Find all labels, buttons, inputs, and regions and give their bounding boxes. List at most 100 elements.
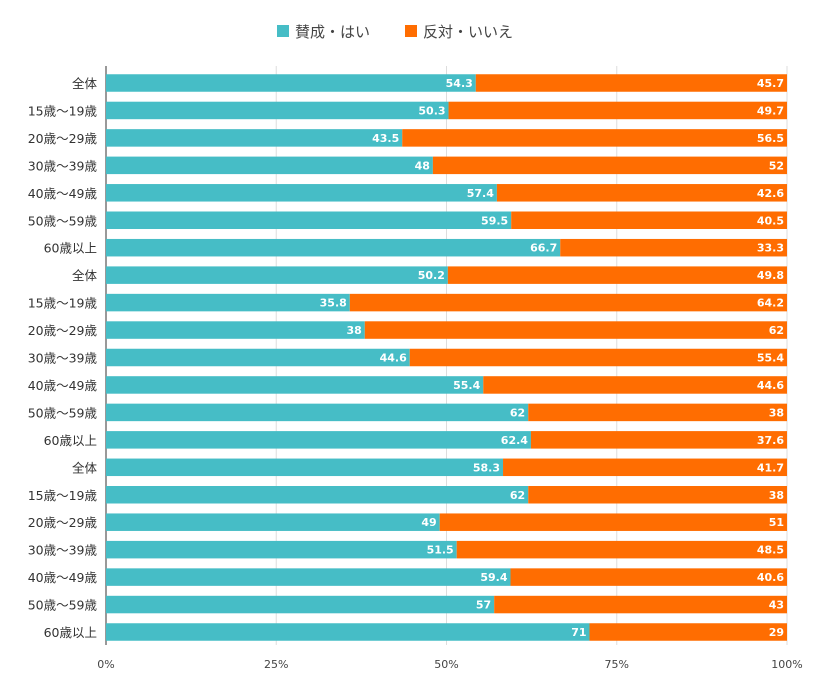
- category-label: 20歳〜29歳: [28, 131, 98, 146]
- category-label: 15歳〜19歳: [28, 296, 98, 311]
- legend-label: 賛成・はい: [295, 23, 370, 41]
- data-label: 38: [769, 406, 784, 419]
- category-label: 30歳〜39歳: [28, 351, 98, 366]
- bar-segment: [402, 129, 787, 147]
- legend-item: 賛成・はい: [277, 23, 370, 41]
- bar-segment: [448, 101, 787, 120]
- data-label: 58.3: [473, 461, 500, 474]
- bar-segment: [106, 595, 495, 614]
- category-label: 40歳〜49歳: [28, 186, 98, 201]
- bar-segment: [456, 540, 787, 559]
- bar-segment: [589, 623, 787, 641]
- bar-segment: [106, 321, 365, 339]
- bar-segment: [106, 431, 531, 449]
- bar-segment: [106, 238, 561, 257]
- data-label: 59.4: [480, 571, 507, 584]
- bar-segment: [106, 101, 449, 120]
- category-label: 20歳〜29歳: [28, 323, 98, 338]
- data-label: 49.8: [757, 269, 784, 282]
- bar-segment: [106, 513, 440, 531]
- data-label: 43.5: [372, 132, 399, 145]
- category-label: 60歳以上: [44, 241, 97, 256]
- data-label: 29: [769, 626, 784, 639]
- data-label: 48.5: [757, 544, 784, 557]
- bar-segment: [432, 156, 787, 175]
- bar-segment: [106, 211, 512, 229]
- data-label: 38: [769, 489, 784, 502]
- category-label: 全体: [72, 76, 98, 91]
- data-label: 40.5: [757, 214, 784, 227]
- x-tick-label: 0%: [97, 658, 114, 671]
- bar-segment: [106, 129, 403, 147]
- data-label: 38: [346, 324, 361, 337]
- data-label: 62: [510, 406, 525, 419]
- x-axis-ticks: 0% 25% 50% 75% 100%: [97, 658, 802, 671]
- data-label: 57.4: [467, 187, 494, 200]
- bar-segment: [106, 623, 590, 641]
- data-label: 42.6: [757, 187, 784, 200]
- bar-segment: [106, 184, 497, 202]
- data-label: 62.4: [501, 434, 528, 447]
- data-label: 51: [769, 516, 784, 529]
- bar-segment: [494, 595, 787, 614]
- category-label: 全体: [72, 268, 98, 283]
- category-label: 50歳〜59歳: [28, 405, 98, 420]
- data-label: 54.3: [446, 77, 473, 90]
- bar-segment: [106, 568, 511, 586]
- data-label: 49: [421, 516, 436, 529]
- bar-segment: [106, 458, 504, 477]
- data-label: 33.3: [757, 242, 784, 255]
- x-tick-label: 50%: [434, 658, 458, 671]
- bar-segment: [106, 156, 433, 175]
- bar-segment: [475, 74, 787, 92]
- bar-segment: [483, 376, 787, 394]
- bar-segment: [560, 238, 787, 257]
- data-label: 40.6: [757, 571, 784, 584]
- data-label: 59.5: [481, 214, 508, 227]
- category-label: 40歳〜49歳: [28, 570, 98, 585]
- legend-item: 反対・いいえ: [405, 23, 513, 41]
- data-label: 48: [415, 159, 430, 172]
- data-label: 62: [510, 489, 525, 502]
- bar-segment: [364, 321, 787, 339]
- data-label: 52: [769, 159, 784, 172]
- data-label: 50.2: [418, 269, 445, 282]
- data-label: 55.4: [453, 379, 480, 392]
- legend: 賛成・はい 反対・いいえ: [277, 23, 513, 41]
- category-label: 30歳〜39歳: [28, 158, 98, 173]
- data-label: 49.7: [757, 104, 784, 117]
- data-label: 56.5: [757, 132, 784, 145]
- category-label: 20歳〜29歳: [28, 515, 98, 530]
- bar-segment: [511, 211, 787, 229]
- bar-segment: [106, 376, 484, 394]
- bar-segment: [106, 486, 529, 504]
- bar-segment: [528, 486, 787, 504]
- bar-segment: [349, 293, 787, 312]
- bars: 54.3 45.7 50.3 49.7 43.5 56.5 48 52 57.4 42.6 59.5…: [106, 74, 787, 641]
- data-label: 64.2: [757, 297, 784, 310]
- bar-segment: [106, 348, 410, 367]
- bar-segment: [106, 266, 448, 284]
- data-label: 44.6: [757, 379, 784, 392]
- bar-segment: [528, 403, 787, 422]
- data-label: 51.5: [427, 544, 454, 557]
- category-labels: 全体 15歳〜19歳 20歳〜29歳 30歳〜39歳 40歳〜49歳 50歳〜59歳 60歳…: [28, 76, 98, 640]
- x-tick-label: 100%: [771, 658, 802, 671]
- bar-segment: [510, 568, 787, 586]
- data-label: 44.6: [380, 352, 407, 365]
- data-label: 71: [571, 626, 586, 639]
- bar-segment: [503, 458, 787, 477]
- legend-swatch: [277, 25, 289, 37]
- data-label: 66.7: [530, 242, 557, 255]
- bar-segment: [409, 348, 787, 367]
- category-label: 全体: [72, 460, 98, 475]
- data-label: 43: [769, 599, 784, 612]
- data-label: 45.7: [757, 77, 784, 90]
- bar-segment: [530, 431, 787, 449]
- bar-segment: [106, 403, 529, 422]
- category-label: 30歳〜39歳: [28, 543, 98, 558]
- category-label: 50歳〜59歳: [28, 598, 98, 613]
- category-label: 50歳〜59歳: [28, 213, 98, 228]
- x-tick-label: 75%: [605, 658, 629, 671]
- x-tick-label: 25%: [264, 658, 288, 671]
